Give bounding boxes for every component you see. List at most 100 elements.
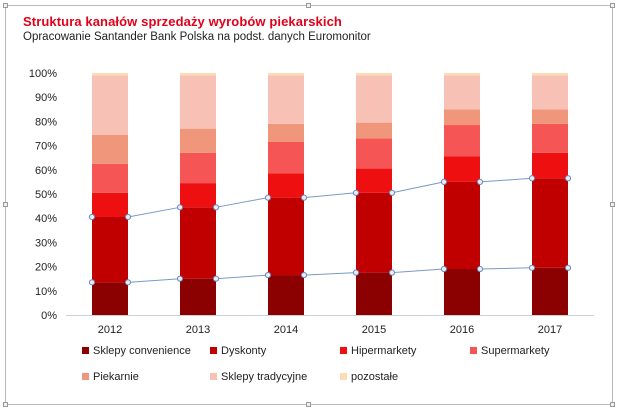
resize-handle-right[interactable] [610,202,615,207]
legend-swatch[interactable] [340,347,347,354]
bar-segment[interactable] [268,75,304,124]
resize-handle-bottom[interactable] [306,402,311,407]
legend-label[interactable]: Supermarkety [481,345,550,357]
selection-handle[interactable] [212,204,220,211]
selection-handle[interactable] [176,204,184,211]
bar-segment[interactable] [92,75,128,135]
bar-segment[interactable] [92,134,128,164]
selection-handle[interactable] [88,279,96,286]
bar-segment[interactable] [92,192,128,217]
bar-segment[interactable] [444,181,480,270]
selection-handle[interactable] [176,275,184,282]
bar-segment[interactable] [180,128,216,153]
selection-handle[interactable] [264,194,272,201]
bar-segment[interactable] [92,282,128,315]
bar-segment[interactable] [268,123,304,142]
series-connector-line [391,181,445,194]
selection-handle[interactable] [564,175,572,182]
bar-segment[interactable] [356,73,392,76]
legend-label[interactable]: Piekarnie [93,371,139,383]
x-tick-label: 2014 [274,324,298,336]
resize-handle-top-right[interactable] [610,3,615,8]
series-connectors [88,175,572,286]
y-tick-label: 30% [35,237,57,249]
legend-label[interactable]: Sklepy tradycyjne [221,371,307,383]
legend-swatch[interactable] [210,347,217,354]
bar-segment[interactable] [268,173,304,198]
bar-segment[interactable] [444,269,480,315]
resize-handle-left[interactable] [3,202,8,207]
selection-handle[interactable] [476,265,484,273]
selection-handle[interactable] [528,264,536,271]
legend-swatch[interactable] [340,373,347,380]
bar-segment[interactable] [180,183,216,208]
bar-segment[interactable] [356,75,392,123]
selection-handle[interactable] [88,213,96,221]
legend-swatch[interactable] [82,347,89,354]
bar-segment[interactable] [532,73,568,76]
resize-handle-bottom-left[interactable] [3,402,8,407]
bar-segment[interactable] [268,197,304,276]
bar-segment[interactable] [268,141,304,174]
selection-handle[interactable] [264,271,272,279]
bar-segment[interactable] [532,152,568,179]
legend-label[interactable]: Sklepy convenience [93,345,191,357]
bar-segment[interactable] [444,73,480,76]
bar-segment[interactable] [532,178,568,268]
bar-segment[interactable] [356,192,392,273]
selection-handle[interactable] [124,213,132,221]
selection-handle[interactable] [352,189,360,196]
legend-label[interactable]: Dyskonty [221,345,267,357]
bar-segment[interactable] [180,75,216,129]
selection-handle[interactable] [388,189,396,196]
selection-handle[interactable] [564,264,572,271]
resize-handle-bottom-right[interactable] [610,402,615,407]
y-tick-label: 60% [35,165,57,177]
bar-segment[interactable] [356,168,392,193]
bar-segment[interactable] [92,216,128,283]
bar-segment[interactable] [180,207,216,279]
bar-segment[interactable] [444,75,480,110]
selection-handle[interactable] [300,194,308,201]
bar-segment[interactable] [180,278,216,315]
selection-handle[interactable] [124,279,132,286]
bar-segment[interactable] [92,73,128,76]
series-connector-line [127,278,181,283]
legend-swatch[interactable] [210,373,217,380]
bar-segment[interactable] [532,109,568,124]
bar-segment[interactable] [532,75,568,110]
bar-segment[interactable] [180,73,216,76]
series-connector-line [391,268,445,274]
series-connector-line [215,274,269,280]
resize-handle-top[interactable] [306,3,311,8]
y-tick-label: 50% [35,189,57,201]
selection-handle[interactable] [440,265,448,273]
bar-segment[interactable] [444,125,480,157]
legend-swatch[interactable] [82,373,89,380]
bar-segment[interactable] [268,275,304,315]
bar-segment[interactable] [444,109,480,126]
selection-handle[interactable] [476,178,484,185]
legend-label[interactable]: pozostałe [351,371,398,383]
selection-handle[interactable] [300,271,308,279]
bar-segment[interactable] [356,138,392,169]
bar-segment[interactable] [92,163,128,193]
bar-segment[interactable] [268,73,304,76]
bar-segment[interactable] [532,123,568,153]
legend-label[interactable]: Hipermarkety [351,345,417,357]
legend-swatch[interactable] [470,347,477,354]
resize-handle-top-left[interactable] [3,3,8,8]
x-tick-label: 2016 [450,324,474,336]
y-tick-label: 100% [29,68,57,80]
selection-handle[interactable] [528,175,536,182]
bar-segment[interactable] [356,272,392,315]
bar-segment[interactable] [180,152,216,184]
selection-handle[interactable] [352,269,360,276]
selection-handle[interactable] [212,275,220,282]
bar-segment[interactable] [356,122,392,139]
bar-segment[interactable] [532,267,568,315]
selection-handle[interactable] [440,178,448,185]
series-connector-line [479,177,533,183]
bar-segment[interactable] [444,156,480,182]
selection-handle[interactable] [388,269,396,276]
